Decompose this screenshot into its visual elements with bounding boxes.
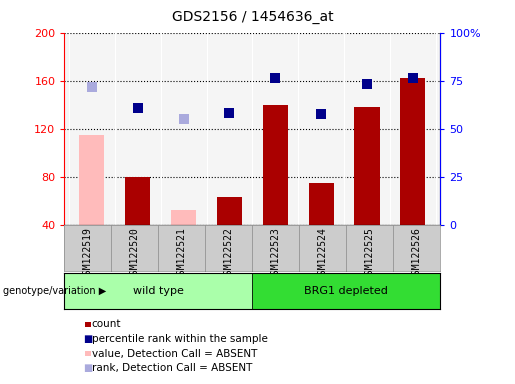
Text: ■: ■ [83,363,92,373]
Bar [217,197,242,225]
Bar [263,105,288,225]
Text: GSM122521: GSM122521 [177,227,187,280]
Bar [171,210,196,225]
Text: ■: ■ [83,334,92,344]
Text: GSM122525: GSM122525 [365,227,375,280]
Bar [354,107,380,225]
Text: GSM122524: GSM122524 [318,227,328,280]
Bar [252,273,440,309]
Text: genotype/variation ▶: genotype/variation ▶ [3,286,106,296]
Text: wild type: wild type [133,286,184,296]
Text: rank, Detection Call = ABSENT: rank, Detection Call = ABSENT [92,363,252,373]
Text: value, Detection Call = ABSENT: value, Detection Call = ABSENT [92,349,257,359]
Bar [125,177,150,225]
Bar [400,78,425,225]
Text: GDS2156 / 1454636_at: GDS2156 / 1454636_at [171,10,333,23]
Text: GSM122523: GSM122523 [271,227,281,280]
Text: GSM122526: GSM122526 [412,227,422,280]
Bar [79,135,105,225]
Bar [308,183,334,225]
Bar [64,273,252,309]
Text: GSM122519: GSM122519 [83,227,93,280]
Text: GSM122522: GSM122522 [224,227,234,280]
Text: BRG1 depleted: BRG1 depleted [304,286,388,296]
Text: percentile rank within the sample: percentile rank within the sample [92,334,268,344]
Text: count: count [92,319,121,329]
Text: GSM122520: GSM122520 [130,227,140,280]
